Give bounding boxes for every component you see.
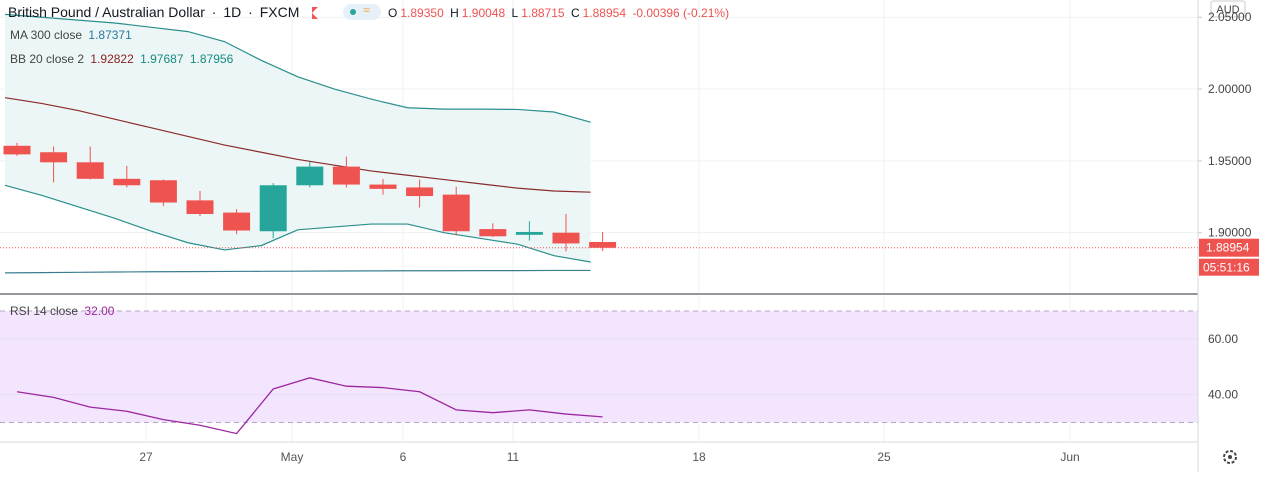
- bb-upper-line[interactable]: [4, 13, 591, 123]
- high-label: H: [450, 6, 459, 20]
- price-tick-label: 2.05000: [1208, 10, 1252, 24]
- rsi-line[interactable]: [16, 377, 603, 435]
- currency-label: AUD: [1216, 4, 1239, 16]
- candle-body[interactable]: [515, 231, 543, 235]
- candle-body[interactable]: [149, 180, 177, 203]
- candle-body[interactable]: [442, 194, 470, 232]
- bb-label: BB 20 close 2: [10, 52, 85, 66]
- low-value: 1.88715: [521, 6, 565, 20]
- countdown-badge[interactable]: [1199, 258, 1259, 276]
- candle-body[interactable]: [479, 229, 507, 237]
- close-label: C: [570, 6, 580, 20]
- gear-icon-center: [1228, 455, 1232, 459]
- bb-basis-value: 1.92822: [90, 52, 134, 66]
- rsi-value: 32.00: [84, 304, 115, 318]
- rsi-band-fill: [0, 310, 1198, 423]
- exchange-label: FXCM: [259, 4, 300, 20]
- symbol-legend: British Pound / Australian Dollar · 1D ·…: [8, 3, 735, 20]
- high-value: 1.90048: [461, 6, 506, 20]
- rsi-label: RSI 14 close: [10, 304, 79, 318]
- bb-legend[interactable]: BB 20 close 2 1.92822 1.97687 1.87956: [10, 52, 236, 66]
- date-tick-label: Jun: [1060, 450, 1079, 464]
- rsi-tick-label: 60.00: [1208, 332, 1238, 346]
- candle-body[interactable]: [259, 185, 287, 232]
- date-tick-label: 27: [139, 450, 153, 464]
- interval-label[interactable]: 1D: [223, 4, 242, 20]
- ma-label: MA 300 close: [10, 28, 83, 42]
- legend-sep-2: ·: [248, 4, 253, 20]
- candle-body[interactable]: [186, 200, 214, 215]
- date-tick-label: May: [281, 450, 304, 464]
- wave-icon: ≈: [363, 3, 370, 17]
- candle-body[interactable]: [3, 145, 31, 155]
- candle-body[interactable]: [76, 162, 104, 179]
- candle-body[interactable]: [332, 166, 360, 185]
- open-value: 1.89350: [400, 6, 444, 20]
- currency-badge[interactable]: [1210, 0, 1246, 18]
- date-tick-label: 6: [400, 450, 407, 464]
- candle-body[interactable]: [296, 166, 324, 186]
- ma-legend[interactable]: MA 300 close 1.87371: [10, 28, 135, 42]
- date-tick-label: 18: [692, 450, 706, 464]
- market-status-pill[interactable]: ≈: [343, 3, 382, 20]
- candle-body[interactable]: [40, 152, 68, 163]
- candle-body[interactable]: [589, 242, 617, 248]
- candle-body[interactable]: [113, 178, 141, 186]
- legend-sep-1: ·: [211, 4, 217, 20]
- price-tick-label: 1.95000: [1208, 154, 1252, 168]
- bb-lower-line[interactable]: [4, 184, 591, 263]
- countdown-label: 05:51:16: [1203, 261, 1250, 275]
- ma300-line[interactable]: [4, 269, 591, 274]
- low-label: L: [511, 6, 519, 20]
- bb-basis-line[interactable]: [4, 97, 591, 193]
- close-value: 1.88954: [582, 6, 626, 20]
- flag-icon[interactable]: [312, 7, 319, 19]
- candle-body[interactable]: [223, 212, 251, 231]
- price-tick-label: 2.00000: [1208, 82, 1252, 96]
- rsi-legend[interactable]: RSI 14 close 32.00: [10, 304, 117, 318]
- bb-lower-value: 1.87956: [189, 52, 234, 66]
- change-value: -0.00396 (-0.21%): [632, 6, 730, 20]
- symbol-name[interactable]: British Pound / Australian Dollar: [8, 4, 205, 20]
- date-tick-label: 25: [877, 450, 891, 464]
- ma-value: 1.87371: [88, 28, 132, 42]
- candle-body[interactable]: [406, 187, 434, 197]
- price-axis-bg: [1198, 0, 1263, 472]
- market-open-dot-icon: [350, 9, 357, 15]
- bb-upper-value: 1.97687: [140, 52, 184, 66]
- price-tick-label: 1.90000: [1208, 226, 1252, 240]
- last-price-label: 1.88954: [1206, 241, 1250, 255]
- last-price-badge[interactable]: [1199, 238, 1259, 257]
- candle-body[interactable]: [369, 184, 397, 189]
- date-tick-label: 11: [507, 450, 520, 464]
- gear-icon[interactable]: [1223, 450, 1237, 464]
- candle-body[interactable]: [552, 232, 580, 244]
- open-label: O: [388, 6, 398, 20]
- rsi-tick-label: 40.00: [1208, 388, 1238, 402]
